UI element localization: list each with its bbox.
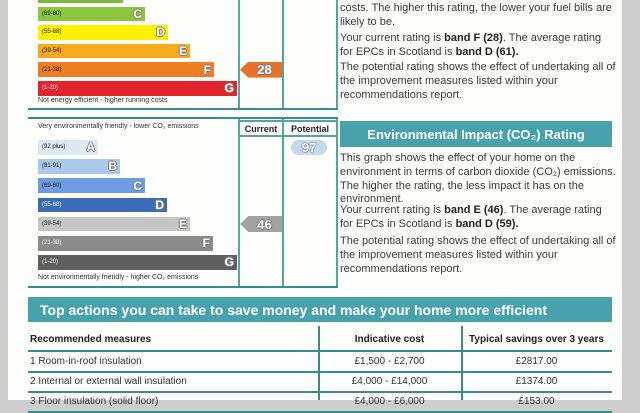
band-letter: F: [202, 236, 210, 251]
cell-savings: £153.00: [518, 396, 555, 407]
band-letter: F: [203, 62, 211, 77]
energy-current-column-line: [238, 0, 240, 109]
energy-band-F: (21-38) F: [38, 62, 214, 77]
co2-explanation-paragraph: This graph shows the effect of your home…: [340, 152, 616, 207]
cell-savings: £1374.00: [515, 376, 558, 387]
band-letter: G: [224, 255, 234, 270]
text: . The average rating for EPCs in Scotlan…: [340, 32, 602, 58]
env-chart-top-border: [28, 117, 338, 119]
band-letter: E: [178, 44, 187, 59]
band-letter: B: [108, 159, 117, 174]
env-chart-footer: Not environmentally friendly - higher CO…: [38, 274, 199, 281]
band-range-label: (55-68): [42, 29, 62, 36]
energy-band-E: (39-54) E: [38, 43, 190, 59]
env-potential-rating-badge: 97: [291, 139, 327, 155]
column-header-typical-savings: Typical savings over 3 years: [469, 334, 604, 345]
text: costs. The higher this rating, the lower…: [340, 2, 612, 28]
env-potential-column-line: [282, 119, 284, 286]
energy-chart-right-border: [336, 0, 338, 109]
energy-chart-bottom-border: [28, 108, 338, 110]
environmental-impact-chart: Current Potential Very environmentally f…: [28, 117, 338, 288]
band-letter: C: [133, 6, 142, 21]
bold-text: band F (28): [444, 32, 503, 44]
energy-band-partial: [38, 0, 123, 3]
env-band-E: (39-54) E: [38, 216, 190, 232]
band-letter: A: [86, 140, 95, 155]
energy-current-rating-arrow: 28: [240, 61, 282, 78]
energy-band-D: (55-68) D: [38, 25, 168, 40]
bold-text: band E (46): [444, 204, 504, 216]
table-divider-1: [318, 326, 320, 400]
energy-band-G: (1-20) G: [38, 81, 237, 96]
band-letter: G: [224, 81, 234, 96]
bold-text: band D (59).: [455, 217, 519, 230]
text: . The average rating for EPCs in Scotlan…: [340, 204, 602, 230]
env-band-B: (81-91) B: [38, 159, 120, 174]
band-range-label: (39-54): [42, 48, 62, 55]
table-divider-2: [461, 326, 463, 400]
band-range-label: (69-80): [42, 10, 62, 17]
env-current-rating-value: 46: [257, 216, 272, 232]
env-current-rating-paragraph: Your current rating is band E (46). The …: [340, 204, 616, 232]
env-band-F: (21-38) F: [38, 236, 213, 251]
epc-document: (69-80) C (55-68) D (39-54) E (21-38) F (1-20) G …: [8, 0, 622, 413]
cell-savings: £2817.00: [515, 356, 558, 367]
text: Your current rating is: [340, 32, 445, 44]
cell-cost: £4,000 - £14,000: [351, 376, 428, 387]
band-range-label: (1-20): [42, 259, 59, 266]
band-range-label: (55-68): [42, 201, 62, 208]
band-letter: C: [133, 178, 142, 193]
band-range-label: (92 plus): [42, 144, 66, 151]
env-current-column-line: [238, 119, 240, 286]
table-header-underline: [28, 350, 612, 352]
column-header-recommended-measures: Recommended measures: [30, 334, 152, 345]
table-row-line: [28, 390, 612, 393]
env-chart-bottom-border: [28, 286, 338, 288]
energy-potential-column-line: [282, 0, 284, 109]
band-range-label: (39-54): [42, 221, 62, 228]
env-current-column-header: Current: [238, 120, 284, 137]
fuel-bills-paragraph: costs. The higher this rating, the lower…: [340, 2, 616, 30]
band-range-label: (1-20): [42, 85, 59, 92]
text: The potential rating shows the effect of…: [340, 235, 616, 275]
energy-efficiency-chart: (69-80) C (55-68) D (39-54) E (21-38) F (1-20) G …: [28, 0, 338, 111]
band-letter: E: [178, 217, 187, 232]
env-band-D: (55-68) D: [38, 197, 167, 213]
env-band-A: (92 plus) A: [38, 140, 98, 155]
cell-cost: £1,500 - £2,700: [354, 356, 425, 367]
env-chart-right-border: [336, 119, 338, 286]
cell-cost: £4,000 - £6,000: [354, 396, 425, 407]
energy-band-C: (69-80) C: [38, 6, 145, 22]
band-range-label: (69-80): [42, 182, 62, 189]
band-range-label: (81-91): [42, 163, 62, 170]
text: The potential rating shows the effect of…: [340, 61, 616, 101]
energy-chart-footer: Not energy efficient - higher running co…: [38, 97, 168, 104]
cell-measure: 3 Floor insulation (solid floor): [30, 396, 159, 407]
table-row-line: [28, 370, 612, 373]
text: This graph shows the effect of your home…: [340, 152, 616, 206]
env-current-rating-arrow: 46: [240, 216, 282, 232]
env-potential-rating-value: 97: [301, 139, 317, 155]
band-letter: D: [155, 197, 164, 212]
energy-current-rating-paragraph: Your current rating is band F (28). The …: [340, 32, 616, 60]
env-band-G: (1-20) G: [38, 255, 237, 270]
cell-measure: 2 Internal or external wall insulation: [30, 376, 187, 387]
band-range-label: (21-38): [42, 66, 62, 73]
env-chart-title: Very environmentally friendly - lower CO…: [38, 123, 199, 130]
column-header-indicative-cost: Indicative cost: [354, 334, 425, 345]
environmental-impact-heading: Environmental Impact (CO₂) Rating: [340, 121, 612, 147]
env-potential-column-header: Potential: [282, 120, 338, 137]
energy-potential-rating-paragraph: The potential rating shows the effect of…: [340, 61, 616, 102]
table-row-line: [28, 410, 612, 413]
band-range-label: (21-38): [42, 240, 62, 247]
env-band-C: (69-80) C: [38, 178, 145, 193]
top-actions-banner: Top actions you can take to save money a…: [28, 297, 612, 322]
env-potential-rating-paragraph: The potential rating shows the effect of…: [340, 235, 616, 276]
text: Your current rating is: [340, 204, 445, 216]
cell-measure: 1 Room-in-roof insulation: [30, 356, 142, 367]
energy-current-rating-value: 28: [257, 62, 272, 78]
bold-text: band D (61).: [455, 45, 519, 58]
band-letter: D: [156, 25, 165, 40]
